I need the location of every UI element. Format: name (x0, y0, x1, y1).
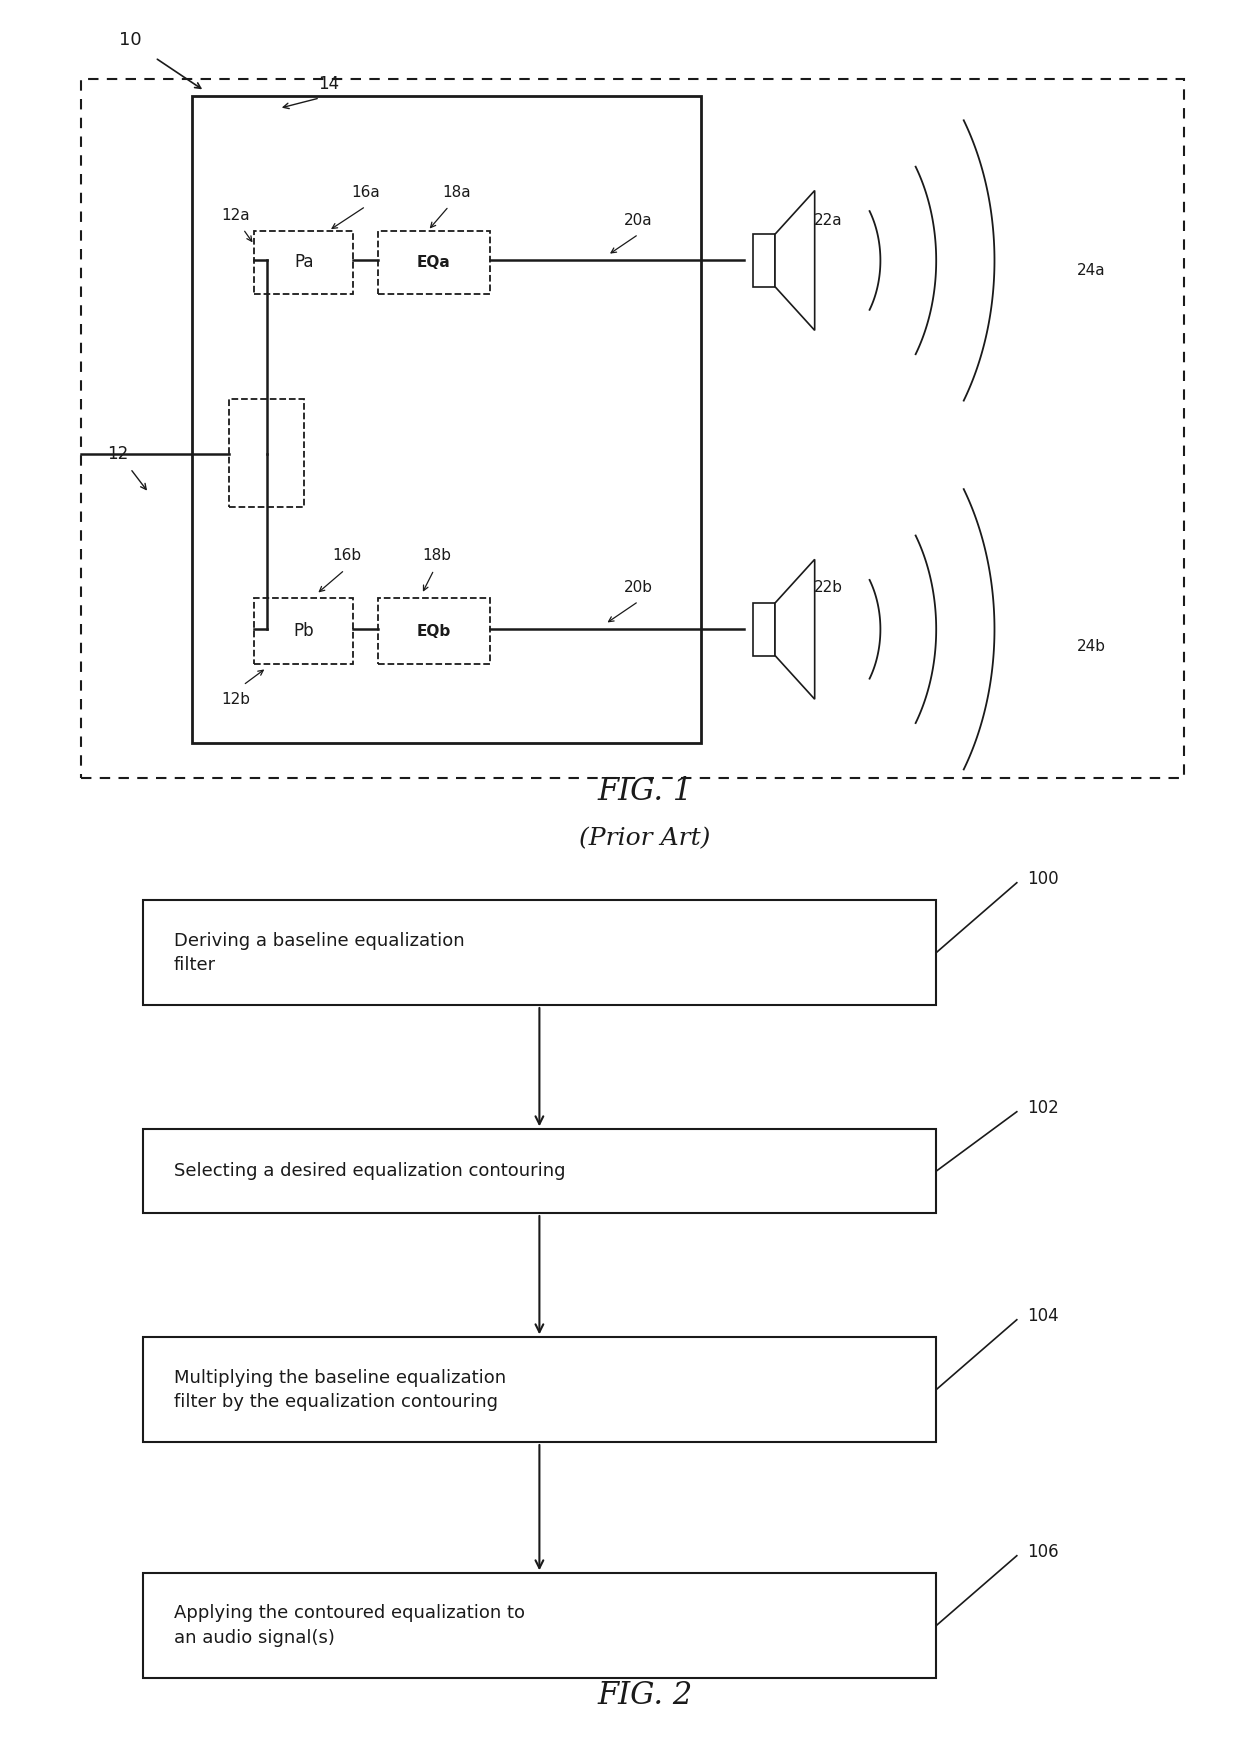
Text: 10: 10 (119, 31, 141, 49)
Polygon shape (775, 559, 815, 699)
Text: 106: 106 (1027, 1543, 1059, 1561)
Bar (143, 900, 936, 1005)
Bar (143, 1337, 936, 1442)
Text: Applying the contoured equalization to
an audio signal(s): Applying the contoured equalization to a… (174, 1605, 525, 1647)
Text: 18a: 18a (441, 185, 471, 199)
Text: 12b: 12b (221, 692, 250, 706)
Bar (229, 399, 304, 507)
Text: EQb: EQb (417, 624, 451, 638)
Text: Selecting a desired equalization contouring: Selecting a desired equalization contour… (174, 1162, 565, 1180)
Text: 24a: 24a (1076, 264, 1106, 278)
Bar (378, 598, 490, 664)
Bar (81, 79, 1184, 778)
Bar (254, 598, 353, 664)
Text: 22a: 22a (813, 213, 843, 227)
Text: 22b: 22b (813, 580, 843, 594)
Text: Multiplying the baseline equalization
filter by the equalization contouring: Multiplying the baseline equalization fi… (174, 1369, 506, 1411)
Bar (254, 231, 353, 294)
Text: FIG. 1: FIG. 1 (598, 776, 692, 808)
Text: Pa: Pa (294, 253, 314, 271)
Bar (143, 1129, 936, 1213)
Text: 12a: 12a (221, 208, 250, 222)
Bar (753, 603, 775, 656)
Text: 104: 104 (1027, 1308, 1059, 1325)
Text: EQa: EQa (417, 255, 451, 269)
Polygon shape (775, 191, 815, 330)
Bar (192, 96, 701, 743)
Bar (143, 1573, 936, 1678)
Bar (378, 231, 490, 294)
Text: 20a: 20a (624, 213, 653, 227)
Text: FIG. 2: FIG. 2 (598, 1680, 692, 1711)
Text: 14: 14 (317, 75, 340, 93)
Text: 100: 100 (1027, 871, 1059, 888)
Text: 12: 12 (107, 446, 129, 463)
Text: 102: 102 (1027, 1099, 1059, 1117)
Text: Deriving a baseline equalization
filter: Deriving a baseline equalization filter (174, 932, 464, 974)
Text: (Prior Art): (Prior Art) (579, 827, 711, 851)
Text: Pb: Pb (294, 622, 314, 640)
Text: 20b: 20b (624, 580, 653, 594)
Text: 16b: 16b (332, 549, 362, 563)
Text: 18b: 18b (422, 549, 451, 563)
Bar (753, 234, 775, 287)
Text: 24b: 24b (1076, 640, 1106, 654)
Text: 16a: 16a (351, 185, 381, 199)
